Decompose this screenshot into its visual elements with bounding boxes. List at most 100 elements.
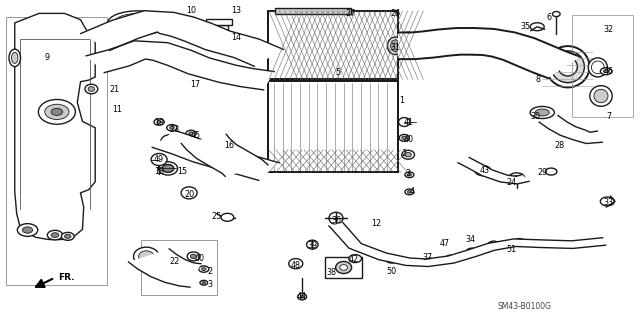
Ellipse shape: [349, 255, 362, 263]
Ellipse shape: [108, 11, 168, 35]
Ellipse shape: [535, 109, 549, 116]
Ellipse shape: [298, 293, 307, 300]
Ellipse shape: [51, 108, 63, 115]
Ellipse shape: [202, 282, 205, 284]
Text: 23: 23: [170, 125, 179, 134]
Ellipse shape: [402, 150, 415, 159]
Ellipse shape: [445, 255, 457, 262]
Text: 1: 1: [399, 96, 404, 105]
Ellipse shape: [590, 86, 612, 106]
Ellipse shape: [85, 84, 98, 94]
Ellipse shape: [151, 153, 167, 166]
Text: 32: 32: [604, 26, 614, 34]
Text: 15: 15: [178, 167, 188, 176]
Ellipse shape: [405, 172, 414, 178]
Text: 10: 10: [186, 6, 196, 15]
Ellipse shape: [187, 145, 197, 152]
Text: 17: 17: [191, 80, 200, 89]
Polygon shape: [458, 158, 529, 184]
Text: 44: 44: [297, 292, 307, 301]
Ellipse shape: [475, 166, 491, 176]
Ellipse shape: [38, 100, 76, 124]
Ellipse shape: [154, 119, 164, 125]
Bar: [268, 81, 398, 172]
Polygon shape: [268, 81, 398, 172]
Ellipse shape: [545, 168, 557, 175]
Text: 13: 13: [230, 6, 241, 15]
Ellipse shape: [181, 187, 197, 199]
Ellipse shape: [513, 239, 525, 246]
Text: 48: 48: [291, 261, 301, 271]
Ellipse shape: [161, 135, 179, 147]
Text: 24: 24: [506, 178, 516, 187]
Ellipse shape: [551, 51, 584, 83]
Text: 40: 40: [195, 254, 205, 263]
Ellipse shape: [289, 259, 303, 269]
Ellipse shape: [12, 52, 18, 63]
Ellipse shape: [61, 233, 74, 240]
Text: 42: 42: [348, 255, 358, 264]
Polygon shape: [129, 249, 201, 287]
Polygon shape: [181, 134, 268, 176]
Text: 3: 3: [207, 279, 212, 288]
Ellipse shape: [405, 189, 414, 195]
Text: 8: 8: [536, 75, 541, 84]
Polygon shape: [81, 11, 284, 66]
Ellipse shape: [530, 107, 554, 119]
Text: 40: 40: [403, 135, 413, 144]
Text: 7: 7: [606, 112, 611, 121]
Ellipse shape: [408, 174, 412, 176]
Text: 46: 46: [604, 67, 614, 76]
Ellipse shape: [552, 11, 560, 17]
Text: 35: 35: [520, 22, 531, 31]
Ellipse shape: [604, 70, 609, 73]
Text: 29: 29: [537, 168, 547, 177]
Text: 12: 12: [371, 219, 381, 228]
Text: 16: 16: [224, 141, 234, 150]
Ellipse shape: [189, 132, 193, 135]
Ellipse shape: [600, 197, 614, 206]
Text: 27: 27: [346, 9, 356, 18]
Ellipse shape: [163, 164, 173, 172]
Polygon shape: [15, 13, 95, 240]
Ellipse shape: [386, 256, 397, 263]
Text: 38: 38: [326, 268, 337, 277]
Ellipse shape: [190, 254, 196, 259]
Ellipse shape: [509, 173, 525, 183]
Text: 37: 37: [422, 253, 433, 262]
Ellipse shape: [165, 137, 175, 145]
Ellipse shape: [408, 191, 412, 193]
Polygon shape: [86, 41, 274, 90]
Text: 25: 25: [211, 212, 221, 221]
Text: 36: 36: [331, 216, 341, 225]
Text: 41: 41: [403, 118, 413, 128]
Ellipse shape: [399, 118, 410, 126]
Ellipse shape: [399, 134, 410, 141]
Text: 18: 18: [154, 167, 164, 176]
Ellipse shape: [17, 224, 38, 236]
Ellipse shape: [88, 86, 95, 91]
Bar: [141, 240, 216, 295]
Text: 47: 47: [440, 239, 449, 248]
Ellipse shape: [340, 265, 348, 270]
Ellipse shape: [479, 168, 486, 173]
Ellipse shape: [424, 258, 436, 265]
Bar: [325, 257, 362, 278]
Text: 28: 28: [554, 141, 564, 150]
Polygon shape: [268, 11, 398, 79]
Ellipse shape: [202, 268, 206, 271]
Bar: [275, 8, 351, 14]
Bar: [268, 11, 398, 79]
Ellipse shape: [387, 37, 403, 55]
Text: 50: 50: [387, 267, 397, 276]
Ellipse shape: [45, 104, 69, 120]
Ellipse shape: [488, 241, 499, 248]
Ellipse shape: [157, 121, 161, 123]
Ellipse shape: [209, 151, 227, 163]
Ellipse shape: [47, 230, 63, 240]
Text: 51: 51: [506, 245, 516, 254]
Text: 11: 11: [112, 105, 122, 114]
Ellipse shape: [183, 142, 201, 155]
Ellipse shape: [329, 212, 343, 224]
Ellipse shape: [405, 152, 412, 157]
